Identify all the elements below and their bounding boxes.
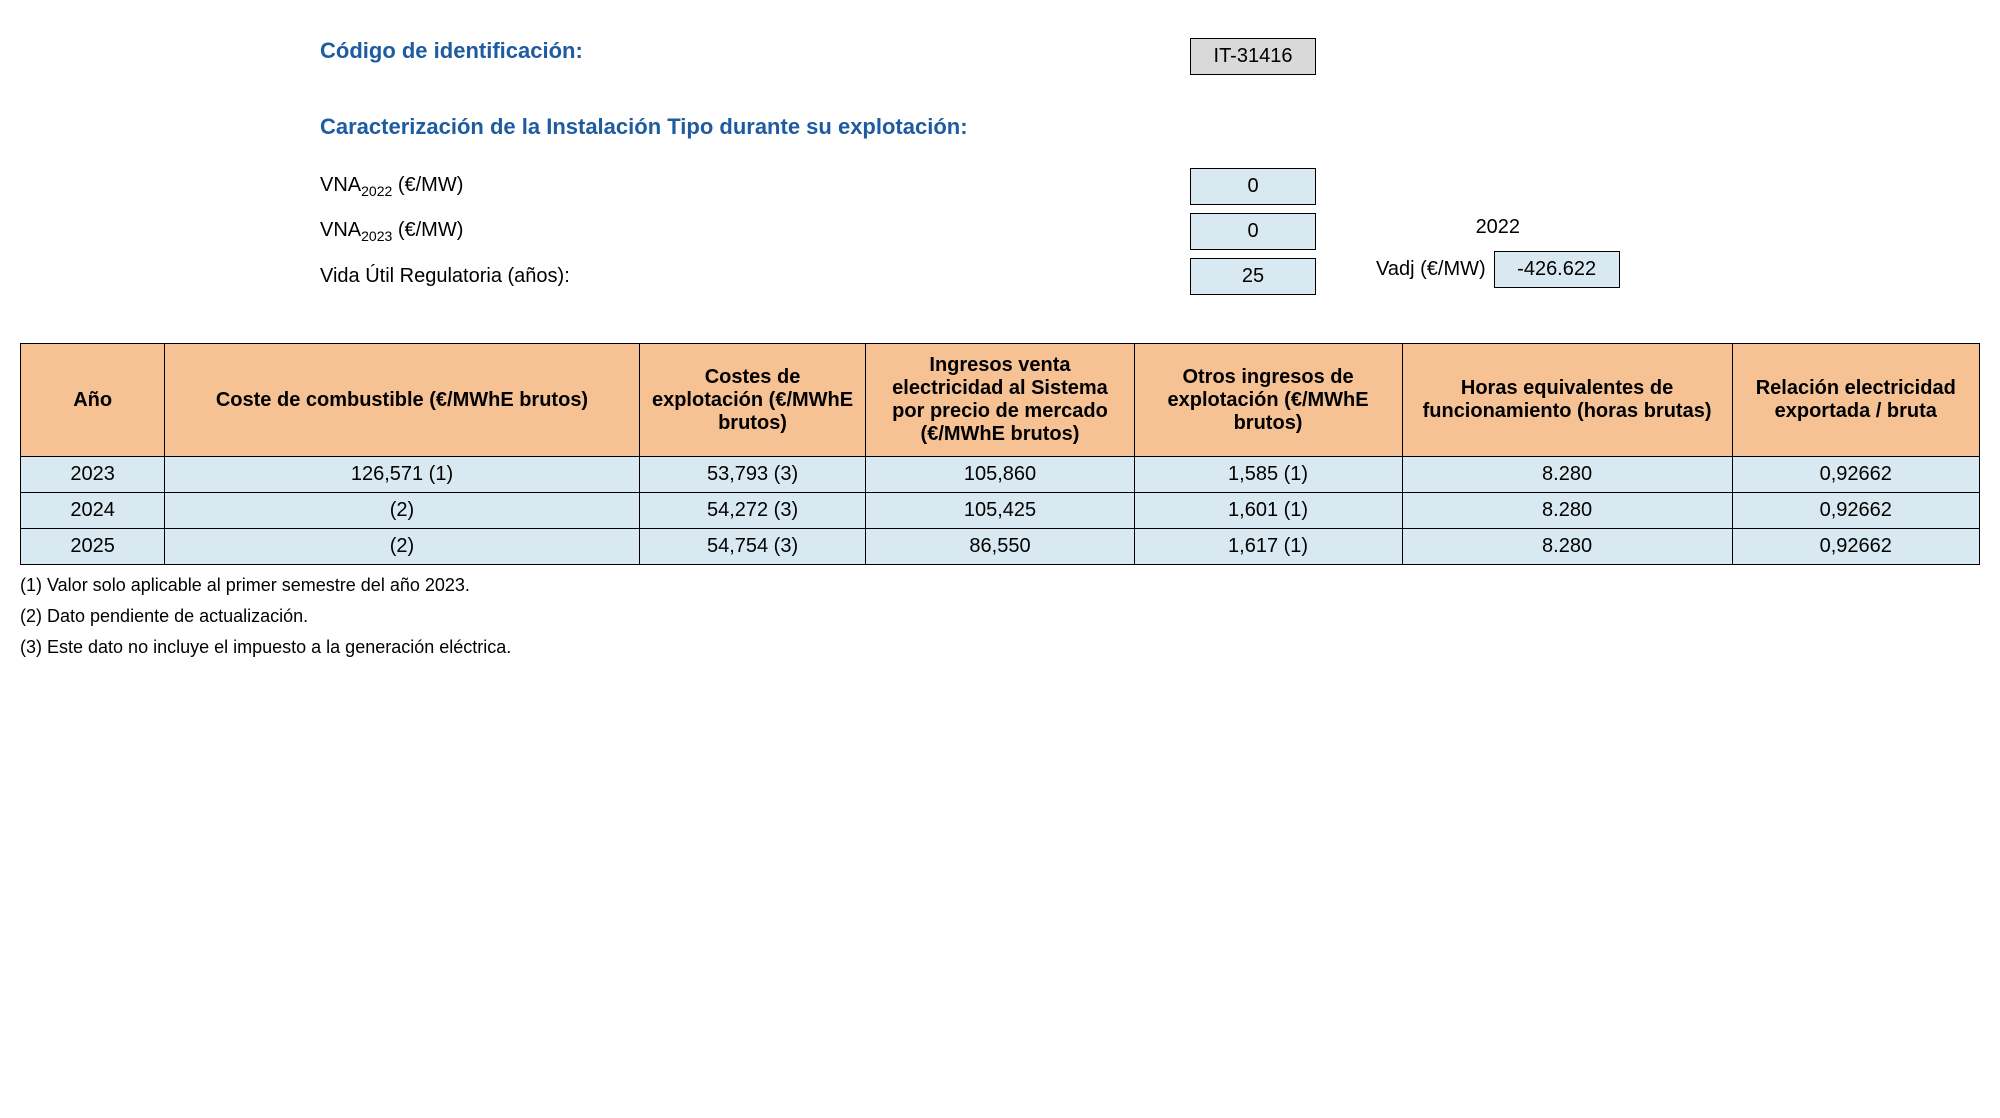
cell-combustible: 126,571 (1) — [165, 457, 639, 493]
th-ano: Año — [21, 344, 165, 457]
cell-relacion: 0,92662 — [1732, 493, 1979, 529]
cell-costes: 53,793 (3) — [639, 457, 866, 493]
th-relacion: Relación electricidad exportada / bruta — [1732, 344, 1979, 457]
vna2023-label: VNA2023 (€/MW) — [320, 219, 1190, 244]
id-code-box: IT-31416 — [1190, 38, 1316, 75]
cell-horas: 8.280 — [1402, 457, 1732, 493]
cell-relacion: 0,92662 — [1732, 529, 1979, 565]
vna2022-label: VNA2022 (€/MW) — [320, 174, 1190, 199]
vadj-label: Vadj (€/MW) — [1376, 258, 1486, 281]
footnote-3: (3) Este dato no incluye el impuesto a l… — [20, 637, 1980, 658]
vida-label: Vida Útil Regulatoria (años): — [320, 265, 1190, 288]
cell-otros: 1,617 (1) — [1134, 529, 1402, 565]
cell-ingresos: 105,860 — [866, 457, 1134, 493]
cell-costes: 54,272 (3) — [639, 493, 866, 529]
cell-otros: 1,585 (1) — [1134, 457, 1402, 493]
footnote-1: (1) Valor solo aplicable al primer semes… — [20, 575, 1980, 596]
th-combustible: Coste de combustible (€/MWhE brutos) — [165, 344, 639, 457]
th-ingresos: Ingresos venta electricidad al Sistema p… — [866, 344, 1134, 457]
footnote-2: (2) Dato pendiente de actualización. — [20, 606, 1980, 627]
table-row: 2024 (2) 54,272 (3) 105,425 1,601 (1) 8.… — [21, 493, 1980, 529]
table-row: 2025 (2) 54,754 (3) 86,550 1,617 (1) 8.2… — [21, 529, 1980, 565]
vida-value: 25 — [1190, 258, 1316, 295]
heading-codigo: Código de identificación: — [320, 38, 1190, 64]
th-otros: Otros ingresos de explotación (€/MWhE br… — [1134, 344, 1402, 457]
cell-relacion: 0,92662 — [1732, 457, 1979, 493]
data-table: Año Coste de combustible (€/MWhE brutos)… — [20, 343, 1980, 565]
cell-otros: 1,601 (1) — [1134, 493, 1402, 529]
heading-caracterizacion: Caracterización de la Instalación Tipo d… — [320, 114, 1980, 140]
cell-horas: 8.280 — [1402, 529, 1732, 565]
vadj-year-header: 2022 — [1376, 216, 1620, 239]
table-row: 2023 126,571 (1) 53,793 (3) 105,860 1,58… — [21, 457, 1980, 493]
cell-combustible: (2) — [165, 529, 639, 565]
th-costes: Costes de explotación (€/MWhE brutos) — [639, 344, 866, 457]
cell-ano: 2024 — [21, 493, 165, 529]
cell-costes: 54,754 (3) — [639, 529, 866, 565]
footnotes: (1) Valor solo aplicable al primer semes… — [20, 575, 1980, 658]
vna2022-value: 0 — [1190, 168, 1316, 205]
cell-ingresos: 86,550 — [866, 529, 1134, 565]
cell-ano: 2025 — [21, 529, 165, 565]
cell-combustible: (2) — [165, 493, 639, 529]
cell-ano: 2023 — [21, 457, 165, 493]
th-horas: Horas equivalentes de funcionamiento (ho… — [1402, 344, 1732, 457]
vna2023-value: 0 — [1190, 213, 1316, 250]
table-header-row: Año Coste de combustible (€/MWhE brutos)… — [21, 344, 1980, 457]
vadj-value: -426.622 — [1494, 251, 1620, 288]
cell-horas: 8.280 — [1402, 493, 1732, 529]
cell-ingresos: 105,425 — [866, 493, 1134, 529]
